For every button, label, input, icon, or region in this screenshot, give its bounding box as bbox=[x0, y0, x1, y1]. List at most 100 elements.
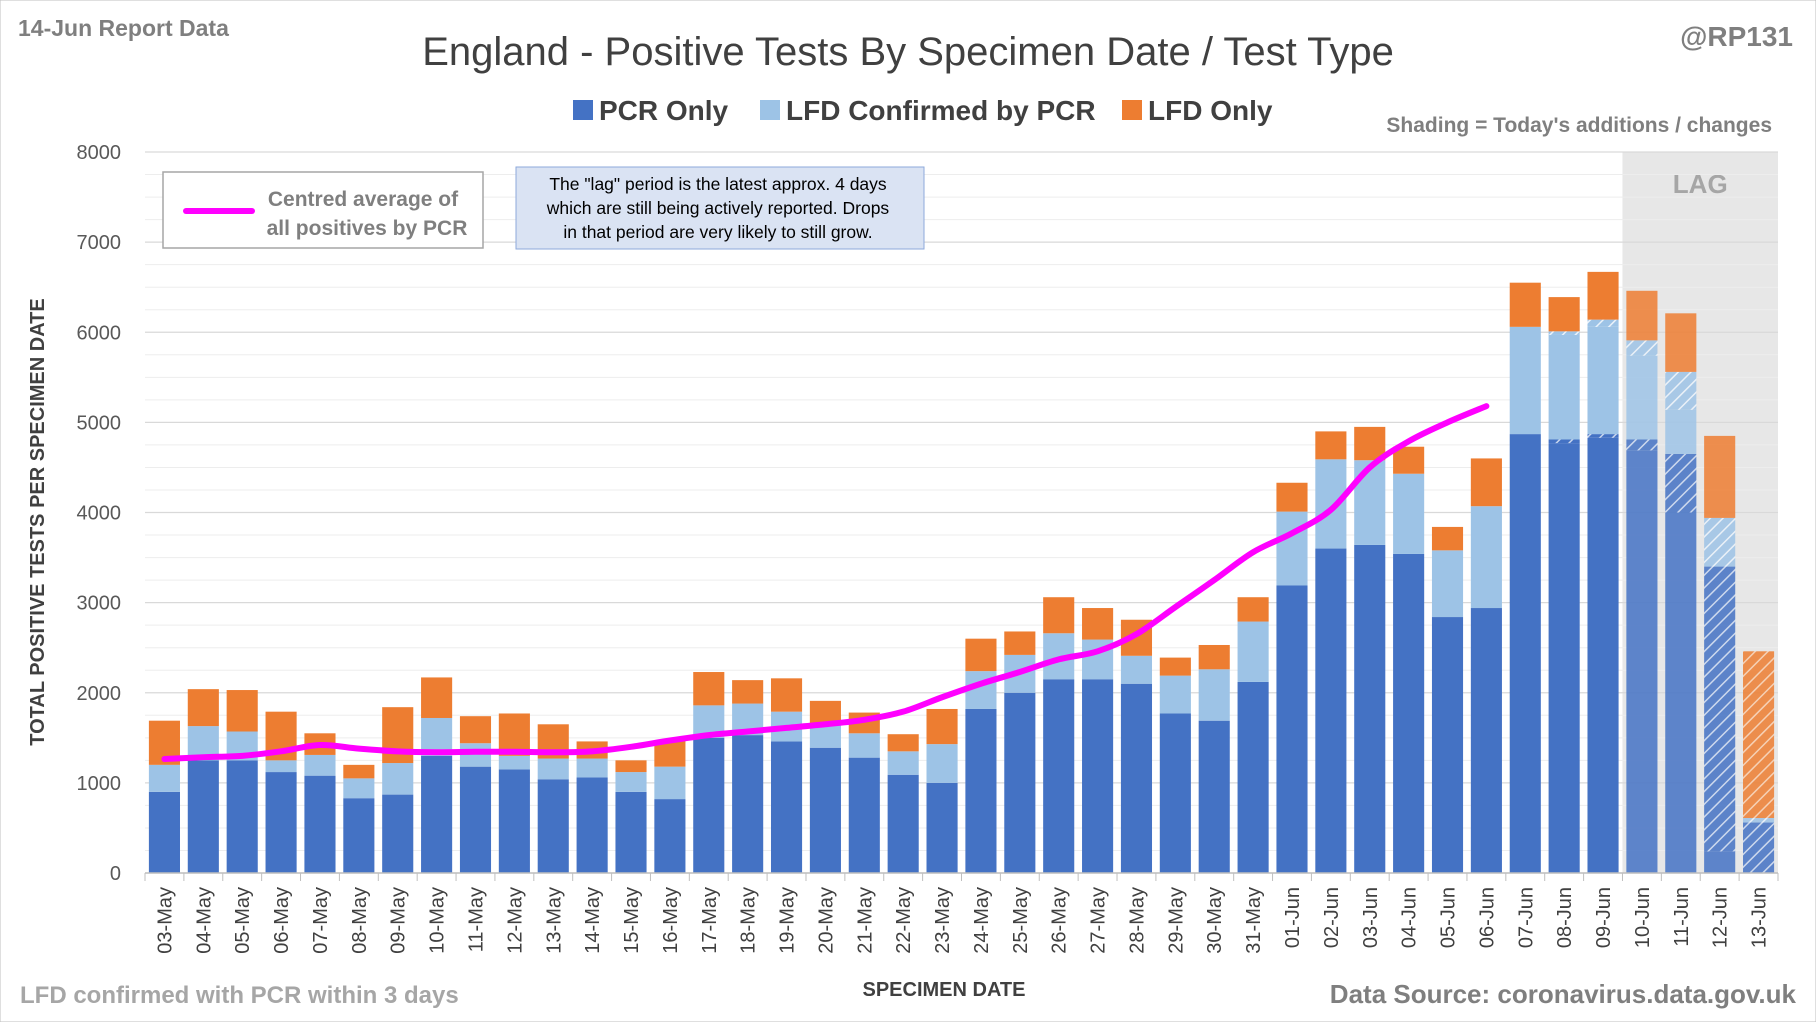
bar-pcr-only bbox=[809, 747, 841, 873]
bar-pcr-only bbox=[848, 757, 880, 873]
bar-lfd-confirmed bbox=[1665, 409, 1697, 454]
bar-lfd-only bbox=[732, 680, 764, 704]
bar-lfd-confirmed bbox=[498, 755, 530, 770]
bar-lfd-only bbox=[1082, 608, 1114, 640]
bar-pcr-only bbox=[1704, 851, 1736, 873]
legend-swatch-lfd-only bbox=[1122, 100, 1142, 120]
x-tick-label: 09-Jun bbox=[1593, 887, 1615, 948]
bar-pcr-only bbox=[965, 708, 997, 873]
x-tick-label: 10-Jun bbox=[1632, 887, 1654, 948]
bar-lfd-confirmed bbox=[1509, 326, 1541, 435]
x-tick-label: 20-May bbox=[815, 887, 837, 954]
x-tick-label: 27-May bbox=[1088, 887, 1110, 954]
bar-lfd-confirmed-addition bbox=[1704, 517, 1736, 567]
y-tick-label: 3000 bbox=[77, 593, 122, 615]
bar-lfd-confirmed-addition bbox=[1587, 319, 1619, 327]
y-tick-label: 1000 bbox=[77, 773, 122, 795]
bar-pcr-only bbox=[926, 782, 958, 873]
bar-pcr-only bbox=[1237, 681, 1269, 873]
bar-lfd-confirmed bbox=[459, 743, 492, 767]
x-tick-label: 02-Jun bbox=[1321, 887, 1343, 948]
x-tick-label: 08-May bbox=[349, 887, 371, 954]
bar-lfd-only bbox=[1665, 313, 1697, 372]
x-tick-label: 12-May bbox=[504, 887, 526, 954]
bar-pcr-only-addition bbox=[1743, 822, 1775, 873]
bar-lfd-confirmed bbox=[1237, 621, 1269, 682]
y-tick-label: 8000 bbox=[77, 142, 122, 164]
bar-lfd-only bbox=[693, 672, 725, 706]
avg-line-legend-box: Centred average of all positives by PCR bbox=[162, 171, 484, 249]
bar-pcr-only bbox=[615, 791, 647, 873]
bar-pcr-only bbox=[1431, 617, 1464, 873]
bar-lfd-only bbox=[615, 760, 647, 773]
x-tick-label: 25-May bbox=[1010, 887, 1032, 954]
bar-lfd-confirmed-addition bbox=[1626, 340, 1658, 356]
y-axis-title: TOTAL POSITIVE TESTS PER SPECIMEN DATE bbox=[27, 298, 49, 745]
centred-average-line bbox=[161, 403, 1490, 762]
x-tick-label: 04-May bbox=[193, 887, 215, 954]
x-tick-label: 28-May bbox=[1126, 887, 1148, 954]
x-tick-label: 15-May bbox=[621, 887, 643, 954]
x-tick-label: 07-May bbox=[310, 887, 332, 954]
x-tick-label: 06-May bbox=[271, 887, 293, 954]
y-tick-label: 5000 bbox=[77, 412, 122, 434]
x-tick-label: 29-May bbox=[1165, 887, 1187, 954]
x-tick-label: 14-May bbox=[582, 887, 604, 954]
bar-pcr-only-addition bbox=[1587, 434, 1619, 438]
chart-title: England - Positive Tests By Specimen Dat… bbox=[422, 30, 1394, 74]
bar-pcr-only bbox=[693, 737, 725, 873]
x-tick-label: 03-Jun bbox=[1360, 887, 1382, 948]
bar-pcr-only bbox=[382, 794, 414, 873]
bar-pcr-only bbox=[1354, 544, 1386, 873]
bar-lfd-confirmed bbox=[1120, 655, 1153, 684]
y-tick-label: 0 bbox=[110, 863, 121, 885]
bar-lfd-only bbox=[343, 764, 375, 779]
bar-lfd-confirmed-addition bbox=[1548, 331, 1580, 335]
bar-lfd-only bbox=[459, 716, 492, 744]
bar-lfd-confirmed bbox=[848, 733, 880, 758]
bar-pcr-only bbox=[1276, 585, 1308, 873]
bar-lfd-confirmed bbox=[1393, 473, 1425, 554]
bar-lfd-only bbox=[965, 638, 997, 672]
x-tick-label: 13-May bbox=[543, 887, 565, 954]
lag-note-line-3: in that period are very likely to still … bbox=[563, 222, 872, 242]
bar-pcr-only bbox=[148, 791, 180, 873]
x-tick-label: 18-May bbox=[738, 887, 760, 954]
bar-lfd-only bbox=[1315, 431, 1347, 460]
lag-note-frame bbox=[515, 166, 925, 250]
legend-swatch-lfd-confirmed bbox=[760, 100, 780, 120]
bar-lfd-confirmed bbox=[1470, 506, 1502, 609]
x-tick-label: 26-May bbox=[1049, 887, 1071, 954]
report-date-label: 14-Jun Report Data bbox=[18, 15, 229, 41]
bar-pcr-only bbox=[576, 777, 608, 873]
bar-lfd-confirmed bbox=[615, 772, 647, 792]
bar-pcr-only bbox=[1159, 713, 1191, 873]
bar-lfd-confirmed-addition bbox=[1743, 818, 1775, 823]
bar-lfd-confirmed bbox=[654, 766, 686, 800]
legend-label-lfd-only: LFD Only bbox=[1148, 95, 1273, 126]
x-tick-label: 31-May bbox=[1243, 887, 1265, 954]
bar-pcr-only bbox=[1315, 548, 1347, 873]
bar-lfd-only bbox=[926, 708, 958, 745]
bar-pcr-only bbox=[1393, 553, 1425, 873]
x-tick-label: 09-May bbox=[388, 887, 410, 954]
x-tick-label: 13-Jun bbox=[1749, 887, 1771, 948]
bar-pcr-only bbox=[1587, 437, 1619, 873]
bar-lfd-confirmed bbox=[537, 758, 569, 780]
x-tick-label: 08-Jun bbox=[1554, 887, 1576, 948]
x-tick-label: 11-May bbox=[465, 887, 487, 952]
bar-lfd-only bbox=[1509, 282, 1541, 327]
x-tick-label: 03-May bbox=[154, 887, 176, 954]
bar-lfd-only-addition bbox=[1743, 651, 1775, 819]
bar-pcr-only bbox=[1198, 720, 1230, 873]
y-tick-label: 7000 bbox=[77, 232, 122, 254]
bar-lfd-only bbox=[1004, 631, 1036, 655]
bar-pcr-only bbox=[887, 774, 919, 873]
author-handle: @RP131 bbox=[1680, 21, 1793, 52]
bar-pcr-only bbox=[654, 799, 686, 873]
bar-pcr-only bbox=[1043, 679, 1075, 873]
bar-pcr-only bbox=[1626, 450, 1658, 873]
bar-pcr-only-addition bbox=[1704, 566, 1736, 852]
